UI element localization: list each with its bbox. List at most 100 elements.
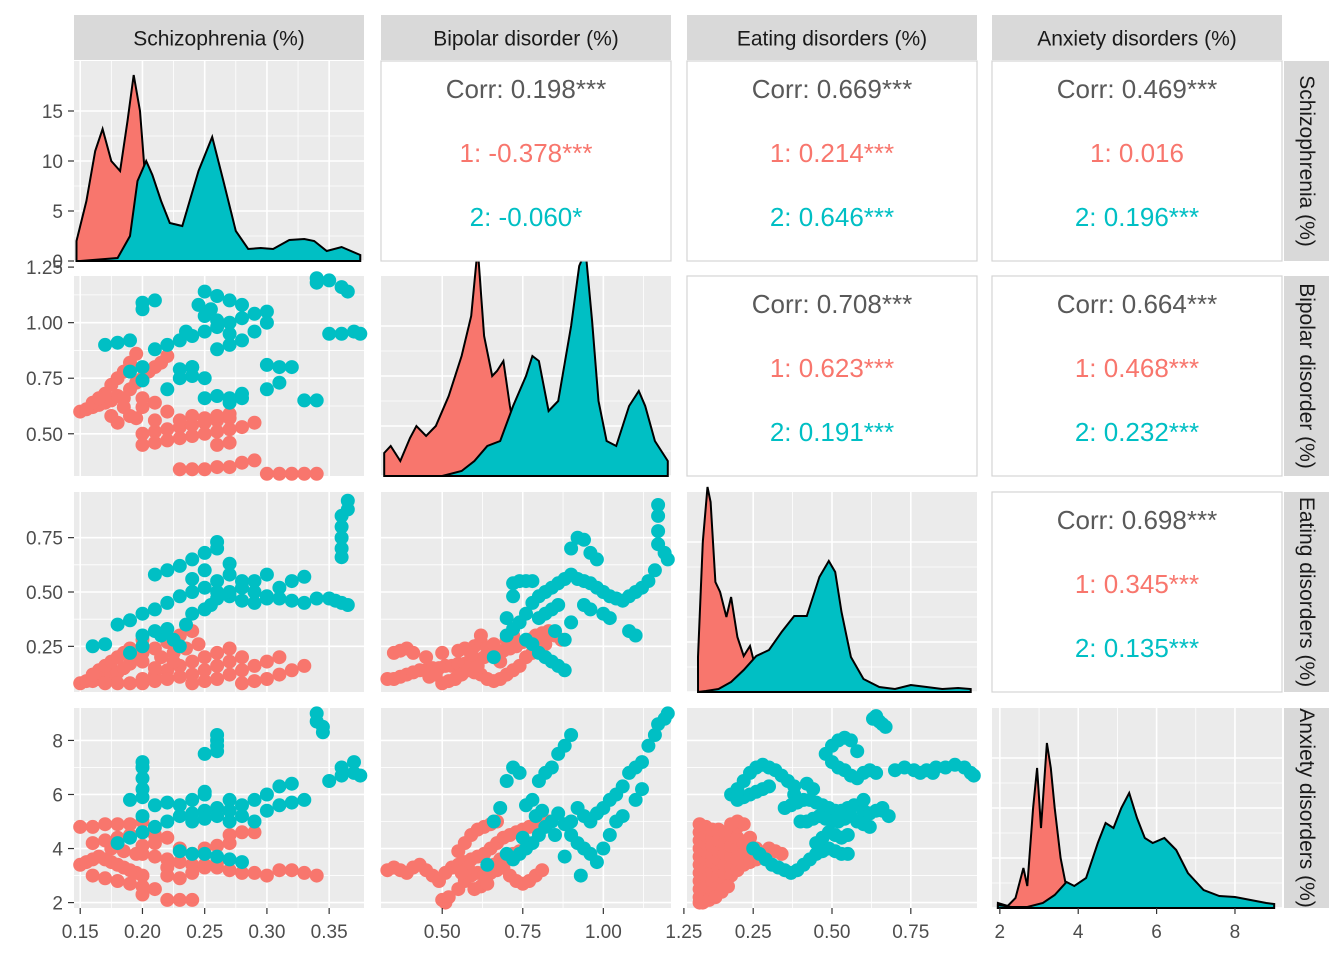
x-tick-label: 0.25 [735, 922, 772, 943]
column-strip-label: Eating disorders (%) [737, 28, 927, 51]
scatter-point-group-2 [651, 498, 666, 512]
scatter-point-group-2 [787, 787, 802, 802]
corr-text-overall: Corr: 0.664*** [1057, 289, 1217, 319]
corr-text-overall: Corr: 0.698*** [1057, 505, 1217, 535]
scatter-point-group-2 [197, 371, 212, 386]
scatter-point-group-1 [210, 658, 225, 673]
scatter-point-group-1 [222, 641, 237, 656]
scatter-point-group-2 [635, 755, 649, 770]
scatter-point-group-2 [203, 302, 218, 317]
scatter-point-group-2 [185, 360, 200, 375]
scatter-point-group-1 [297, 865, 312, 880]
scatter-point-group-1 [480, 876, 495, 891]
panel-0-0 [74, 61, 364, 262]
scatter-point-group-1 [284, 863, 299, 878]
scatter-point-group-2 [247, 814, 262, 829]
scatter-point-group-1 [247, 415, 262, 430]
x-tick-label: 0.35 [311, 922, 348, 943]
scatter-point-group-2 [525, 574, 540, 589]
scatter-point-group-2 [222, 293, 237, 308]
scatter-point-group-1 [272, 466, 287, 481]
x-tick-label: 0.75 [504, 922, 541, 943]
scatter-point-group-1 [235, 663, 249, 678]
scatter-point-group-2 [210, 809, 225, 824]
scatter-point-group-2 [334, 519, 349, 534]
scatter-point-group-1 [135, 879, 150, 894]
corr-text-g2: 2: 0.232*** [1075, 417, 1199, 447]
scatter-point-group-2 [657, 545, 672, 560]
scatter-point-group-1 [147, 882, 162, 897]
scatter-point-group-2 [160, 382, 175, 397]
row-strip-bg [1284, 492, 1329, 692]
scatter-point-group-1 [284, 663, 299, 678]
scatter-point-group-2 [147, 819, 162, 834]
corr-text-g2: 2: -0.060* [470, 202, 583, 232]
scatter-point-group-2 [297, 569, 312, 584]
scatter-point-group-2 [843, 733, 858, 748]
scatter-point-group-1 [116, 400, 131, 415]
scatter-point-group-1 [457, 641, 472, 656]
scatter-point-group-2 [850, 744, 865, 759]
scatter-point-group-2 [123, 613, 137, 628]
scatter-point-group-1 [85, 836, 100, 851]
corr-text-g1: 1: 0.468*** [1075, 353, 1199, 383]
scatter-point-group-2 [197, 580, 212, 595]
corr-text-g1: 1: 0.016 [1090, 138, 1184, 168]
scatter-point-group-1 [110, 676, 125, 691]
scatter-point-group-1 [98, 817, 113, 832]
scatter-point-group-2 [499, 774, 514, 788]
scatter-point-group-2 [515, 830, 530, 845]
x-tick-label: 0.50 [424, 922, 461, 943]
scatter-point-group-2 [135, 771, 150, 786]
scatter-point-group-2 [110, 617, 125, 632]
scatter-point-group-1 [185, 654, 200, 669]
corr-panel-border [686, 275, 978, 477]
scatter-point-group-1 [721, 879, 735, 894]
scatter-point-group-1 [172, 431, 187, 446]
corr-text-g2: 2: 0.196*** [1075, 202, 1199, 232]
scatter-point-group-2 [551, 598, 566, 612]
scatter-point-group-2 [525, 792, 540, 807]
scatter-point-group-2 [210, 342, 225, 357]
scatter-point-group-2 [615, 779, 630, 794]
scatter-point-group-1 [222, 863, 237, 878]
scatter-point-group-2 [284, 795, 299, 810]
scatter-point-group-1 [210, 409, 225, 423]
y-tick-label: 0.50 [26, 425, 63, 446]
scatter-point-group-2 [210, 849, 225, 864]
scatter-point-group-1 [123, 876, 137, 891]
scatter-point-group-1 [235, 865, 249, 880]
scatter-point-group-2 [615, 809, 630, 824]
scatter-point-group-2 [925, 765, 940, 780]
corr-text-overall: Corr: 0.708*** [752, 289, 912, 319]
scatter-point-group-2 [272, 360, 287, 375]
scatter-point-group-2 [98, 637, 113, 652]
column-strip-bg [687, 15, 977, 60]
scatter-point-group-1 [235, 650, 249, 665]
scatter-point-group-1 [135, 426, 150, 441]
scatter-point-group-2 [197, 545, 212, 560]
y-tick-label: 0.75 [26, 529, 63, 550]
scatter-point-group-2 [259, 304, 274, 319]
scatter-point-group-2 [235, 391, 249, 406]
scatter-point-group-2 [185, 552, 200, 567]
scatter-point-group-2 [110, 335, 125, 350]
scatter-point-group-2 [506, 589, 521, 604]
scatter-point-group-1 [197, 650, 212, 665]
y-tick-label: 0.25 [26, 637, 63, 658]
corr-panel-2-3: Corr: 0.698*** 1: 0.345*** 2: 0.135*** [991, 491, 1283, 693]
y-tick-label: 0.50 [26, 583, 63, 604]
scatter-point-group-1 [160, 672, 175, 686]
panel-3-1 [380, 706, 675, 910]
scatter-point-group-2 [197, 563, 212, 578]
scatter-point-group-2 [272, 779, 287, 794]
scatter-point-group-2 [135, 790, 150, 805]
scatter-point-group-2 [660, 706, 675, 721]
scatter-point-group-2 [762, 779, 776, 794]
density-group-2 [441, 250, 669, 477]
scatter-point-group-1 [309, 466, 324, 481]
x-tick-label: 0.25 [186, 922, 223, 943]
scatter-point-group-2 [210, 728, 225, 742]
scatter-point-group-1 [222, 460, 237, 475]
